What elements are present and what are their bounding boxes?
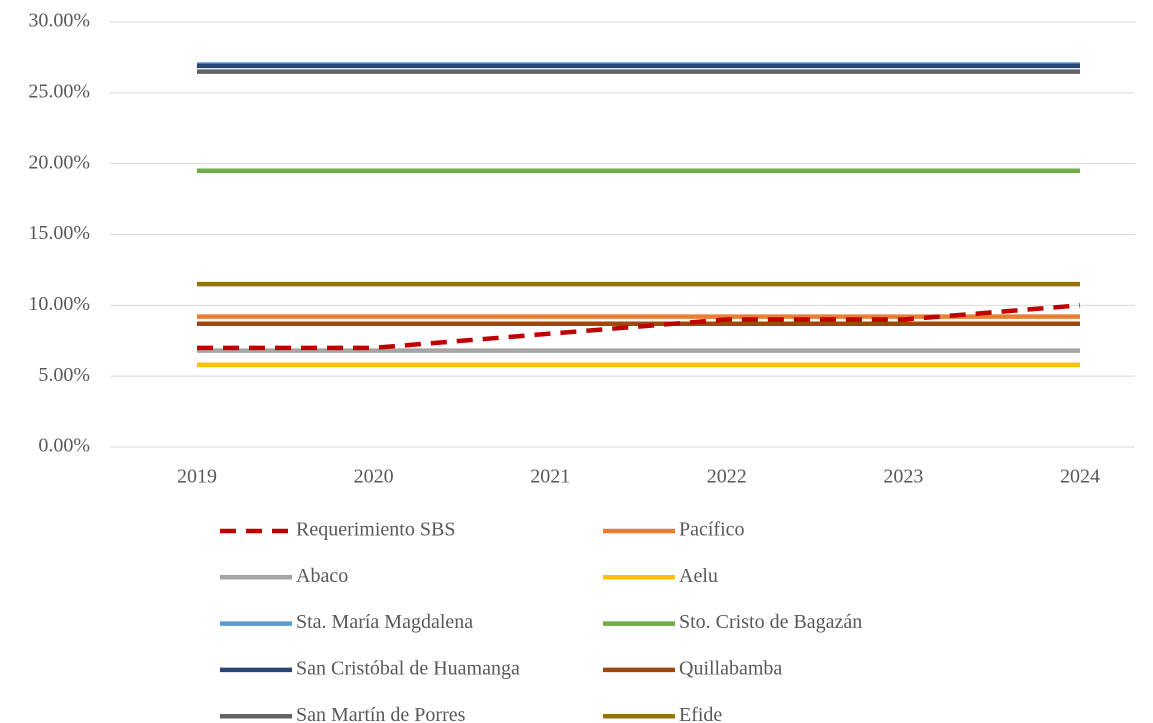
legend-label: Quillabamba (679, 657, 782, 679)
legend-label: Aelu (679, 565, 718, 587)
x-tick-label: 2023 (883, 466, 923, 488)
legend-label: Requerimiento SBS (296, 519, 455, 541)
x-tick-label: 2021 (530, 466, 570, 488)
legend-label: Sta. María Magdalena (296, 611, 473, 633)
x-tick-label: 2022 (707, 466, 747, 488)
legend-label: Abaco (296, 565, 348, 587)
legend-label: San Cristóbal de Huamanga (296, 657, 520, 679)
legend-label: Pacífico (679, 519, 745, 541)
y-tick-label: 15.00% (28, 222, 90, 244)
legend-label: Efide (679, 704, 722, 723)
x-tick-label: 2020 (354, 466, 394, 488)
x-tick-label: 2024 (1060, 466, 1100, 488)
y-tick-label: 20.00% (28, 151, 90, 173)
y-tick-label: 30.00% (28, 10, 90, 32)
y-tick-label: 0.00% (38, 435, 90, 457)
y-tick-label: 25.00% (28, 80, 90, 102)
legend-label: San Martín de Porres (296, 704, 466, 723)
legend-label: Sto. Cristo de Bagazán (679, 611, 862, 633)
y-tick-label: 10.00% (28, 293, 90, 315)
series-line (197, 303, 1081, 351)
y-tick-label: 5.00% (38, 364, 90, 386)
x-tick-label: 2019 (177, 466, 217, 488)
